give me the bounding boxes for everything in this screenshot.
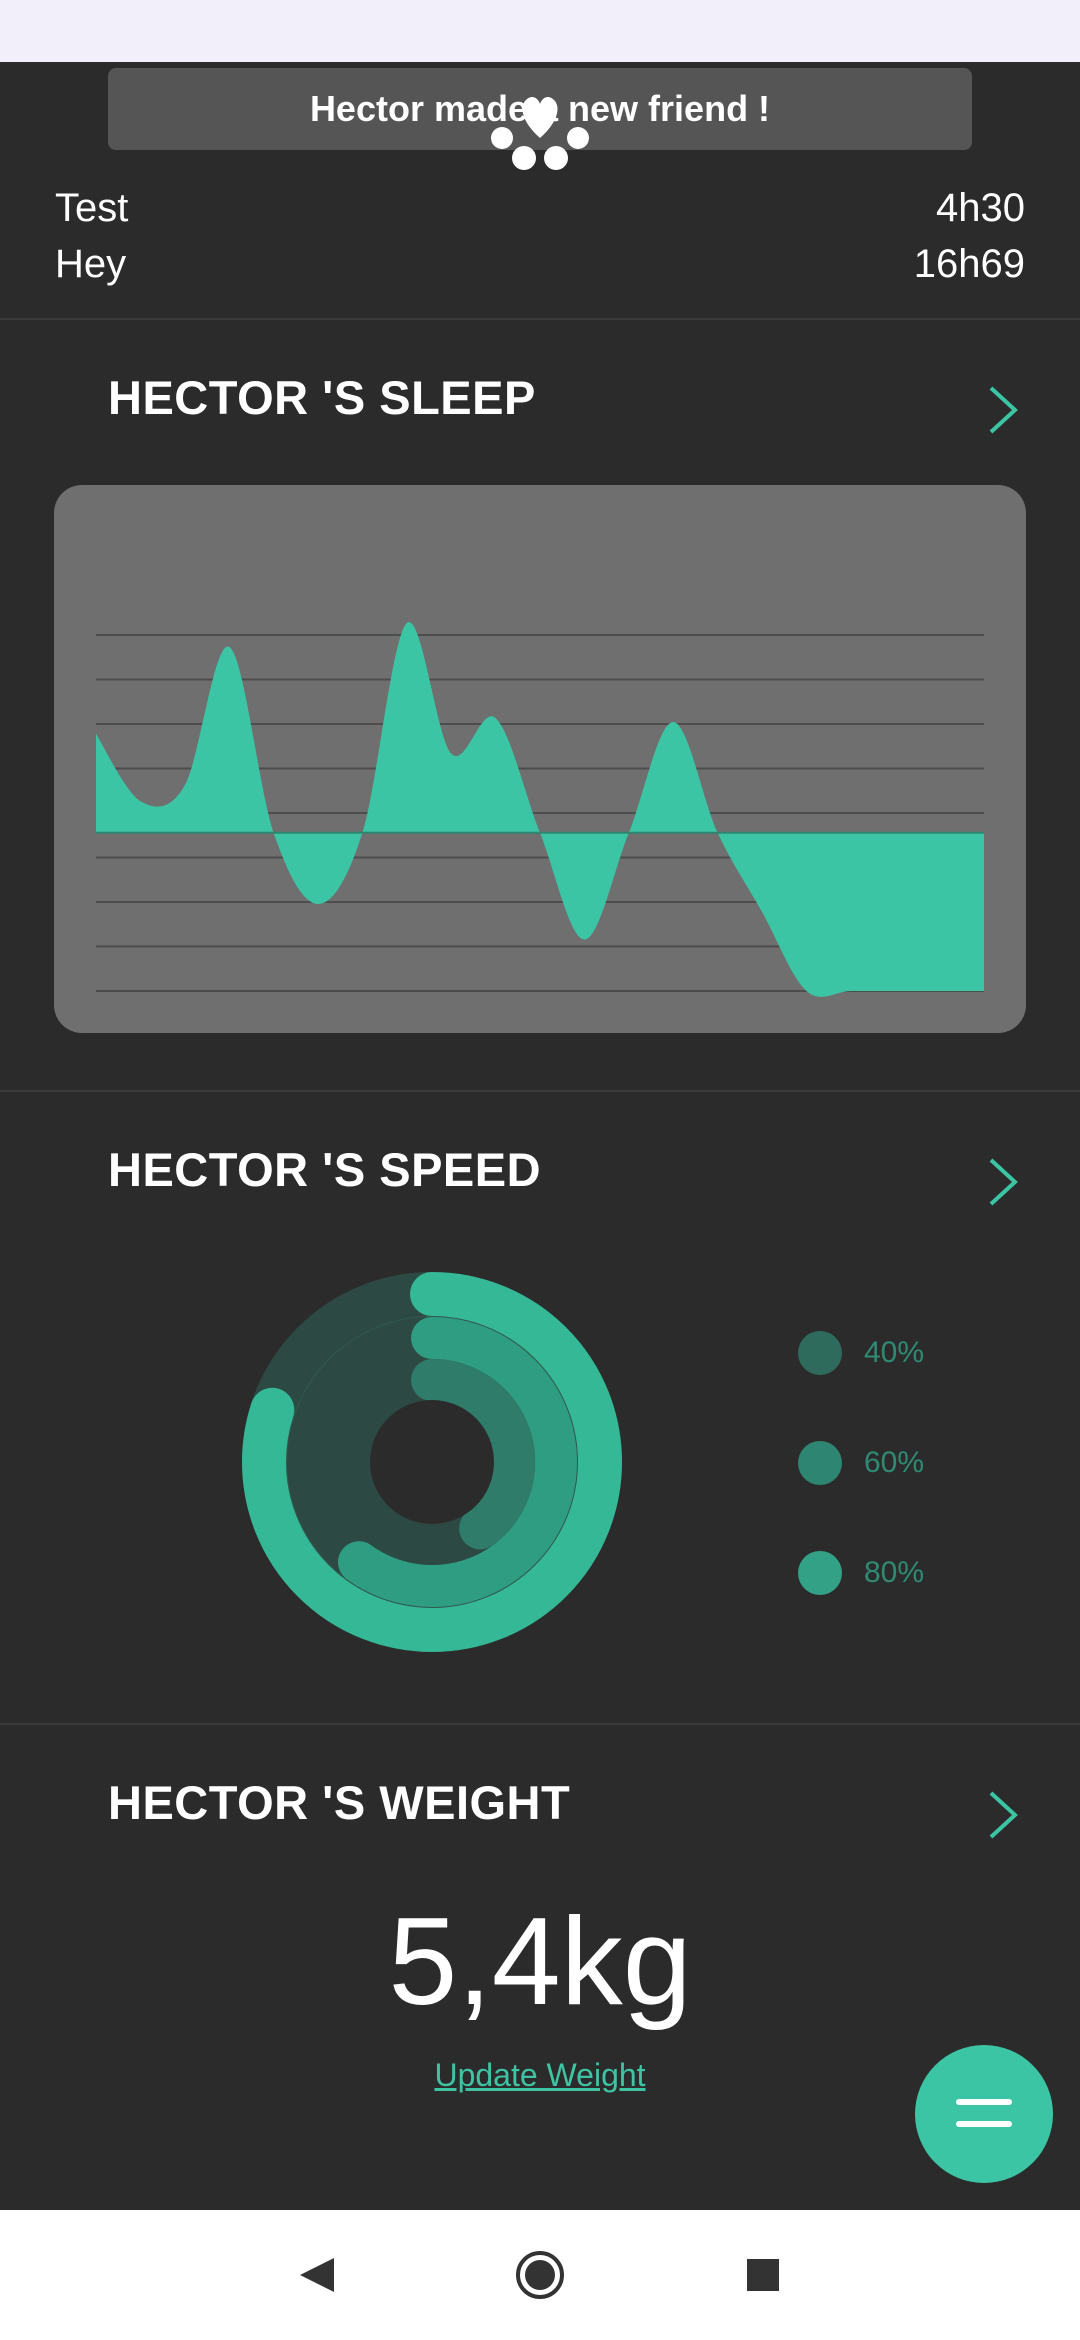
recents-icon[interactable] <box>728 2240 798 2310</box>
divider <box>0 1090 1080 1092</box>
legend-label: 80% <box>864 1556 925 1589</box>
sleep-area-series <box>96 622 984 997</box>
divider <box>0 1723 1080 1725</box>
status-bar <box>0 0 1080 62</box>
chevron-right-icon[interactable] <box>985 382 1021 438</box>
chevron-right-icon[interactable] <box>985 1154 1021 1210</box>
sleep-chart <box>96 622 984 997</box>
info-row-hey: Hey 16h69 <box>55 242 1025 287</box>
donut-arc-80pct <box>242 1272 622 1652</box>
legend-label: 40% <box>864 1336 925 1369</box>
back-icon[interactable] <box>282 2240 352 2310</box>
info-value: 4h30 <box>936 186 1025 230</box>
donut-arc-60pct <box>287 1317 577 1607</box>
paw-icon <box>491 97 589 170</box>
sleep-chart-card <box>54 485 1026 1033</box>
system-nav-bar <box>0 2210 1080 2340</box>
legend-label: 60% <box>864 1446 925 1479</box>
info-label: Test <box>55 186 129 230</box>
weight-section-title: HECTOR 'S WEIGHT <box>108 1776 571 1829</box>
legend-item-80: 80% <box>798 1550 924 1596</box>
divider <box>0 318 1080 320</box>
legend-item-60: 60% <box>798 1440 924 1486</box>
speed-section-title: HECTOR 'S SPEED <box>108 1143 542 1196</box>
info-row-test: Test 4h30 <box>55 186 1025 231</box>
menu-fab-button[interactable] <box>915 2045 1053 2183</box>
legend-dot <box>798 1331 842 1375</box>
info-value: 16h69 <box>913 242 1025 286</box>
update-weight-link[interactable]: Update Weight <box>434 2057 646 2093</box>
home-icon[interactable] <box>505 2240 575 2310</box>
info-label: Hey <box>55 242 127 286</box>
sleep-section-title: HECTOR 'S SLEEP <box>108 371 536 424</box>
donut-arc-40pct <box>329 1359 535 1565</box>
legend-item-40: 40% <box>798 1330 924 1376</box>
legend-dot <box>798 1551 842 1595</box>
legend-dot <box>798 1441 842 1485</box>
chevron-right-icon[interactable] <box>985 1787 1021 1843</box>
weight-value: 5,4kg <box>388 1893 692 2031</box>
donut-hole <box>370 1400 494 1524</box>
speed-donut-chart <box>242 1272 622 1652</box>
